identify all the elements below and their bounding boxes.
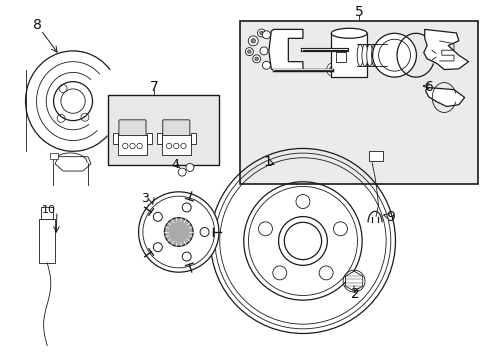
Bar (39, 219, 55, 263)
Bar (113, 134, 118, 144)
Circle shape (295, 194, 309, 208)
Circle shape (262, 31, 270, 39)
Bar (108, 95, 219, 165)
Ellipse shape (371, 44, 377, 66)
Circle shape (326, 63, 340, 77)
Circle shape (262, 61, 270, 69)
Text: 7: 7 (150, 81, 159, 94)
Circle shape (164, 218, 193, 246)
Circle shape (138, 192, 219, 272)
Circle shape (182, 252, 191, 261)
Text: 1: 1 (263, 155, 272, 169)
Circle shape (178, 168, 186, 176)
Circle shape (142, 196, 214, 268)
Text: 2: 2 (350, 287, 359, 301)
Text: 5: 5 (354, 5, 363, 19)
Circle shape (329, 66, 337, 73)
Circle shape (258, 222, 272, 236)
Text: 10: 10 (41, 206, 56, 216)
Circle shape (333, 222, 347, 236)
Circle shape (248, 36, 258, 46)
Bar (146, 134, 152, 144)
Circle shape (185, 163, 194, 171)
Ellipse shape (380, 44, 386, 66)
Bar (331, 33, 366, 77)
Text: 3: 3 (141, 192, 148, 205)
Text: 9: 9 (386, 210, 394, 224)
Bar (50, 153, 58, 159)
Bar (239, 22, 477, 184)
Circle shape (200, 228, 208, 237)
Ellipse shape (331, 28, 366, 38)
Bar (118, 135, 146, 155)
Text: 8: 8 (33, 18, 42, 32)
Polygon shape (423, 30, 468, 69)
Ellipse shape (356, 44, 363, 66)
Polygon shape (55, 157, 91, 171)
Circle shape (272, 266, 286, 280)
Circle shape (153, 212, 162, 221)
Circle shape (257, 29, 265, 37)
Circle shape (254, 57, 258, 60)
FancyBboxPatch shape (119, 120, 146, 138)
Circle shape (319, 266, 332, 280)
Bar (190, 134, 196, 144)
Text: 6: 6 (424, 80, 433, 94)
Circle shape (259, 31, 263, 35)
Bar (335, 52, 346, 62)
Bar (162, 135, 190, 155)
FancyBboxPatch shape (163, 120, 189, 138)
Circle shape (260, 47, 267, 55)
Circle shape (331, 68, 335, 72)
Circle shape (278, 217, 326, 265)
Circle shape (247, 50, 251, 53)
Ellipse shape (361, 44, 367, 66)
Text: 4: 4 (171, 158, 179, 171)
Polygon shape (345, 271, 362, 291)
Ellipse shape (376, 44, 382, 66)
Circle shape (153, 243, 162, 252)
Circle shape (182, 203, 191, 212)
Circle shape (372, 33, 416, 77)
Circle shape (250, 39, 255, 43)
Bar (368, 152, 382, 161)
Circle shape (245, 48, 253, 55)
Bar (41, 207, 53, 219)
Polygon shape (268, 30, 303, 71)
Bar (156, 134, 162, 144)
Circle shape (252, 55, 260, 63)
Ellipse shape (366, 44, 372, 66)
Polygon shape (425, 87, 464, 107)
Circle shape (284, 222, 321, 260)
